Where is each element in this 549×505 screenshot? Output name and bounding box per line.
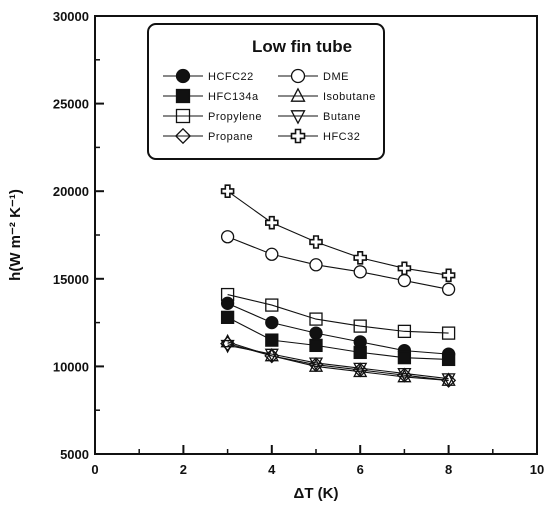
legend-marker: [290, 110, 306, 125]
data-point: [441, 326, 456, 340]
y-tick-label: 30000: [53, 9, 89, 24]
y-tick-label: 25000: [53, 97, 89, 112]
data-point: [308, 357, 324, 373]
data-point: [353, 265, 367, 279]
legend-label: HCFC22: [208, 71, 254, 83]
data-point: [309, 338, 323, 353]
data-point: [220, 287, 235, 302]
x-tick-label: 10: [530, 462, 544, 477]
data-point: [441, 268, 456, 283]
data-point: [265, 298, 279, 312]
data-point: [353, 345, 367, 360]
x-axis-label: ΔT (K): [294, 485, 339, 502]
x-tick-label: 0: [91, 462, 98, 477]
y-axis-label: h(W m⁻² K⁻¹): [7, 189, 24, 281]
legend-title: Low fin tube: [252, 37, 352, 56]
legend-label: DME: [323, 71, 349, 83]
legend-marker: [175, 68, 191, 84]
series-line: [227, 190, 449, 276]
data-point: [397, 273, 412, 288]
series-line: [227, 344, 449, 380]
data-point: [265, 247, 279, 261]
data-point: [220, 336, 236, 352]
legend-label: Propane: [208, 131, 253, 143]
data-point: [220, 230, 235, 244]
data-point: [220, 310, 235, 324]
legend-marker: [174, 127, 192, 145]
x-tick-label: 6: [357, 462, 364, 477]
legend-label: Butane: [323, 111, 361, 123]
data-point: [352, 362, 368, 378]
series-line: [227, 236, 449, 290]
series-line: [227, 316, 449, 360]
data-point: [353, 250, 368, 265]
data-point: [441, 352, 456, 367]
y-tick-label: 20000: [53, 184, 89, 199]
y-tick-label: 15000: [53, 272, 89, 287]
x-tick-label: 8: [445, 462, 452, 477]
legend-marker: [290, 87, 306, 102]
y-tick-label: 5000: [60, 447, 89, 462]
series-line: [227, 294, 449, 334]
data-point: [441, 282, 456, 296]
data-point: [309, 235, 323, 249]
data-point: [396, 367, 412, 383]
legend-label: HFC32: [323, 131, 360, 143]
data-point: [441, 372, 457, 388]
data-point: [220, 296, 235, 310]
axis-ticks: 0 2 4 6 8 10 5000 10000 15000 20000 25000 30000: [53, 9, 544, 477]
data-point: [220, 184, 235, 198]
data-point: [265, 315, 279, 330]
legend-label: Isobutane: [323, 91, 376, 103]
data-point: [353, 319, 367, 333]
data-point: [397, 350, 412, 365]
legend-entries: HCFC22 DME HFC134a Isobutane Propylene Butane…: [163, 68, 376, 145]
legend-marker: [175, 108, 191, 124]
legend: Low fin tube HCFC22 DME HFC134a Isobutane Pr…: [147, 23, 385, 160]
legend-marker: [290, 68, 306, 84]
data-point: [265, 333, 279, 347]
x-tick-label: 4: [268, 462, 276, 477]
legend-marker: [175, 88, 191, 104]
data-point: [264, 348, 280, 364]
legend-label: HFC134a: [208, 91, 259, 103]
data-point: [264, 215, 279, 230]
data-point: [309, 312, 323, 326]
series-line: [227, 302, 449, 355]
data-point: [220, 339, 235, 354]
data-point: [397, 324, 412, 339]
y-tick-label: 10000: [53, 359, 89, 374]
legend-label: Propylene: [208, 111, 262, 123]
x-tick-label: 2: [180, 462, 187, 477]
data-point: [397, 261, 412, 276]
series-lines: [227, 190, 449, 381]
legend-marker: [290, 128, 306, 144]
legend-box: [147, 23, 385, 160]
data-point: [309, 258, 323, 272]
series-line: [227, 343, 449, 381]
series-markers: [220, 184, 457, 388]
data-point: [309, 326, 323, 340]
